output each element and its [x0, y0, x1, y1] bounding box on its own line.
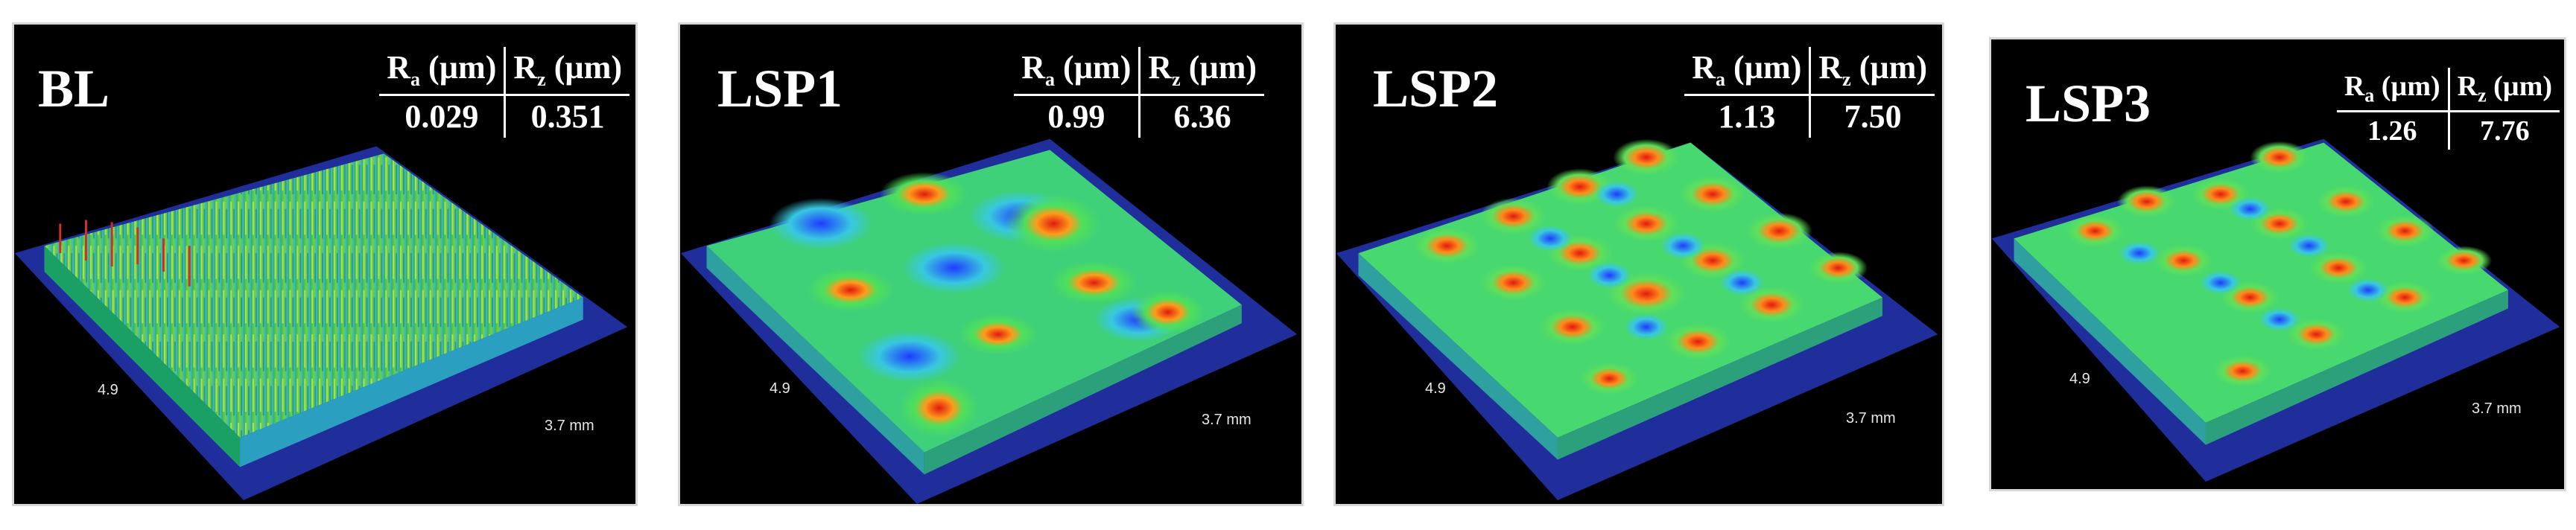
rz-value: 7.50: [1809, 95, 1935, 138]
rz-value: 7.76: [2447, 111, 2560, 150]
sample-label: LSP3: [2025, 74, 2151, 133]
surface-front-face: [706, 246, 924, 475]
surface-side-face: [1558, 297, 1882, 460]
ra-value: 1.26: [2367, 115, 2417, 147]
surface-panel-bl: BL Ra (µm) Rz (µm) 0.029 0.351 4.9 3.7 m…: [12, 22, 638, 506]
surface-bumps: [2065, 141, 2493, 388]
surface-plot-lsp2: [1336, 138, 1938, 501]
rz-head: R: [1818, 49, 1843, 86]
surface-front-face: [2014, 238, 2206, 445]
roughness-table: Ra (µm) Rz (µm) 0.029 0.351: [379, 47, 629, 138]
surface-panel-lsp1: LSP1 Ra (µm) Rz (µm) 0.99 6.36 4.9 3.7 m…: [678, 22, 1304, 506]
ra-value: 1.13: [1718, 98, 1776, 135]
ra-unit: (µm): [2374, 71, 2440, 102]
roughness-table: Ra (µm) Rz (µm) 1.26 7.76: [2336, 68, 2560, 150]
ra-unit: (µm): [1725, 49, 1802, 86]
ra-head: R: [2344, 71, 2365, 102]
surface-front-face: [1358, 253, 1558, 460]
ra-value: 0.99: [1047, 98, 1105, 135]
axis-tick-left: 4.9: [1425, 380, 1446, 397]
rz-sub: z: [2478, 84, 2487, 106]
rz-sub: z: [1172, 68, 1181, 90]
rz-value: 0.351: [504, 95, 629, 138]
surface-panel-lsp2: LSP2 Ra (µm) Rz (µm) 1.13 7.50 4.9 3.7 m…: [1333, 22, 1944, 506]
sample-label: LSP1: [717, 59, 843, 118]
axis-tick-right: 3.7 mm: [545, 418, 594, 434]
roughness-table: Ra (µm) Rz (µm) 1.13 7.50: [1684, 47, 1935, 138]
axis-tick-right: 3.7 mm: [2472, 400, 2522, 417]
roughness-table: Ra (µm) Rz (µm) 0.99 6.36: [1014, 47, 1264, 138]
rz-unit: (µm): [2486, 71, 2552, 102]
ra-sub: a: [1045, 68, 1056, 90]
rz-value: 6.36: [1138, 95, 1264, 138]
surface-plot-lsp1: [680, 138, 1298, 504]
ra-value: 0.029: [405, 98, 479, 135]
surface-side-face: [240, 297, 583, 467]
axis-tick-right: 3.7 mm: [1202, 412, 1251, 428]
surface-bumps: [1413, 138, 1868, 395]
surface-side-face: [2205, 290, 2508, 445]
ra-head: R: [1692, 49, 1716, 86]
ra-head: R: [387, 49, 411, 86]
surface-bumps: [769, 172, 1205, 438]
ra-unit: (µm): [420, 49, 497, 86]
rz-unit: (µm): [545, 49, 622, 86]
sample-label: BL: [38, 59, 110, 118]
sample-label: LSP2: [1373, 59, 1499, 118]
surface-top: [44, 153, 583, 438]
ra-unit: (µm): [1055, 49, 1132, 86]
surface-plot-bl: [14, 146, 628, 501]
ra-sub: a: [1716, 68, 1726, 90]
rz-head: R: [2457, 71, 2478, 102]
surface-side-face: [924, 304, 1242, 475]
rz-sub: z: [1842, 68, 1851, 90]
rz-unit: (µm): [1180, 49, 1257, 86]
surface-panel-lsp3: LSP3 Ra (µm) Rz (µm) 1.26 7.76 4.9 3.7 m…: [1989, 37, 2566, 491]
axis-tick-left: 4.9: [98, 382, 118, 398]
ra-head: R: [1021, 49, 1046, 86]
surface-plot-lsp3: [1991, 138, 2560, 482]
axis-tick-left: 4.9: [770, 380, 790, 397]
ra-sub: a: [2364, 84, 2375, 106]
surface-front-face: [44, 246, 241, 467]
axis-tick-right: 3.7 mm: [1846, 410, 1896, 427]
rz-unit: (µm): [1850, 49, 1927, 86]
rz-head: R: [1148, 49, 1173, 86]
rz-head: R: [513, 49, 538, 86]
ra-sub: a: [410, 68, 421, 90]
axis-tick-left: 4.9: [2069, 371, 2090, 387]
rz-sub: z: [537, 68, 546, 90]
